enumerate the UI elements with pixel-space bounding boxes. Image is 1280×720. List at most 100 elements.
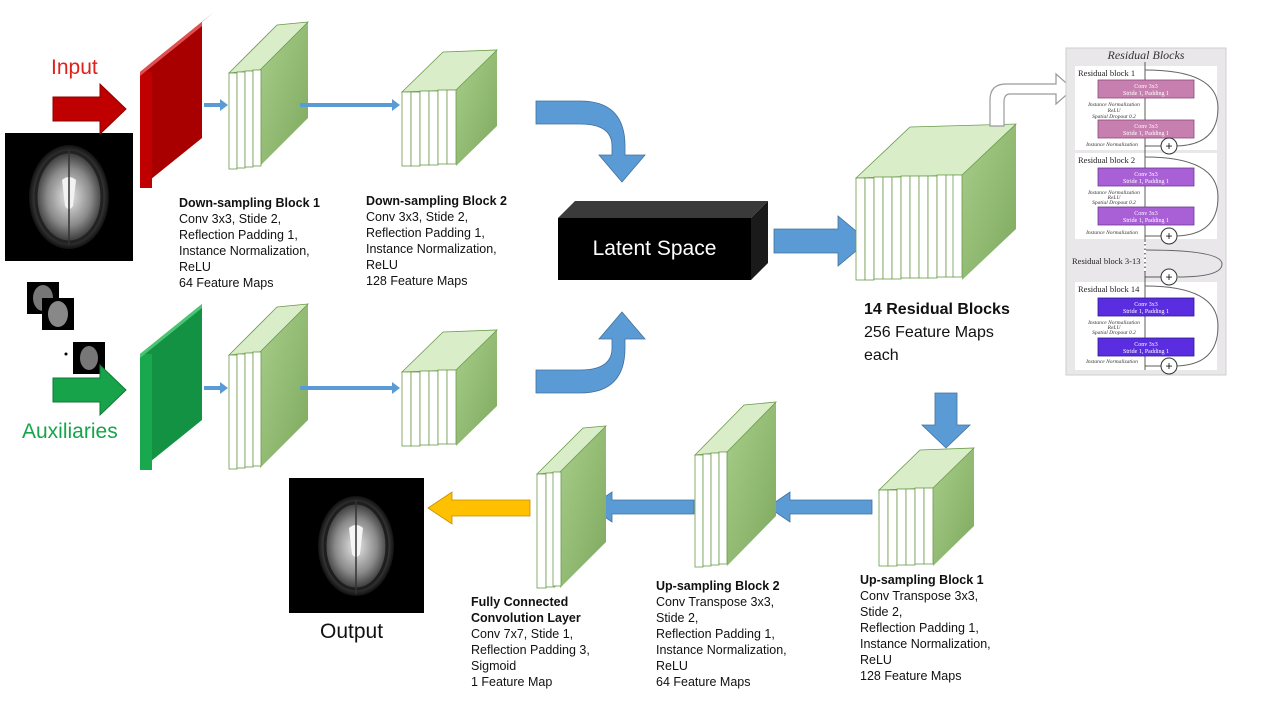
aux-arrow <box>52 363 127 417</box>
rb1-mid3: Spatial Dropout 0.2 <box>1092 114 1136 120</box>
curved-arrow-upper <box>535 100 646 183</box>
connector-arrows-lower <box>204 382 400 394</box>
rb2-mid1: Instance Normalization <box>1087 190 1140 196</box>
fc-line: Sigmoid <box>471 659 517 673</box>
down2-line: Reflection Padding 1, <box>366 226 485 240</box>
up1-to-up2-arrow <box>767 491 873 523</box>
down2-line: 128 Feature Maps <box>366 274 468 288</box>
residual-description: 14 Residual Blocks 256 Feature Maps each <box>864 298 1010 367</box>
aux-image-2 <box>42 298 74 330</box>
rb2-mid3: Spatial Dropout 0.2 <box>1092 200 1136 206</box>
up1-line: 128 Feature Maps <box>860 669 962 683</box>
up1-line: Instance Normalization, <box>860 637 991 651</box>
latent-space-box <box>558 201 768 280</box>
plus-14: + <box>1165 359 1172 373</box>
rb14-stride1: Stride 1, Padding 1 <box>1123 309 1169 315</box>
rb2-mid2: ReLU <box>1107 195 1122 201</box>
up2-line: Instance Normalization, <box>656 643 787 657</box>
rb14-conv2: Conv 3x3 <box>1134 342 1158 348</box>
up1-line: Stide 2, <box>860 605 903 619</box>
fc-maps <box>535 425 608 589</box>
input-slab <box>140 12 214 188</box>
down1-line: 64 Feature Maps <box>179 276 274 290</box>
plus-1: + <box>1165 139 1172 153</box>
rb14-mid3: Spatial Dropout 0.2 <box>1092 330 1136 336</box>
up2-line: Stide 2, <box>656 611 699 625</box>
auxiliaries-label: Auxiliaries <box>22 420 118 443</box>
input-label: Input <box>51 56 98 79</box>
down1-line: ReLU <box>179 260 211 274</box>
rb2-stride2: Stride 1, Padding 1 <box>1123 218 1169 224</box>
up2-title: Up-sampling Block 2 <box>656 579 780 593</box>
rb2-stride1: Stride 1, Padding 1 <box>1123 179 1169 185</box>
rb14-name: Residual block 14 <box>1078 284 1140 294</box>
fc-line: 1 Feature Map <box>471 675 553 689</box>
latent-space-label: Latent Space <box>592 237 717 260</box>
down2-line: Instance Normalization, <box>366 242 497 256</box>
zoom-arrow <box>989 72 1074 127</box>
down1-title: Down-sampling Block 1 <box>179 196 320 210</box>
up2-line: ReLU <box>656 659 688 673</box>
residual-to-up1-arrow <box>921 392 971 449</box>
down1-line: Conv 3x3, Stide 2, <box>179 212 282 226</box>
up1-maps <box>877 447 976 567</box>
down1-maps-lower <box>227 303 310 470</box>
inset-title: Residual Blocks <box>1107 48 1185 62</box>
rb14-mid2: ReLU <box>1107 325 1122 331</box>
rb2-conv2: Conv 3x3 <box>1134 211 1158 217</box>
up1-line: Reflection Padding 1, <box>860 621 979 635</box>
down2-maps-lower <box>400 329 499 447</box>
rb1-mid1: Instance Normalization <box>1087 102 1140 108</box>
rb14-end: Instance Normalization <box>1085 359 1138 365</box>
up2-line: Reflection Padding 1, <box>656 627 775 641</box>
rb14-conv1: Conv 3x3 <box>1134 302 1158 308</box>
residual-maps <box>854 123 1018 281</box>
residual-line: 256 Feature Maps <box>864 324 994 341</box>
down1-line: Instance Normalization, <box>179 244 310 258</box>
curved-arrow-lower <box>535 311 646 394</box>
residual-title: 14 Residual Blocks <box>864 301 1010 318</box>
fc-title: Fully Connected <box>471 595 569 609</box>
down1-line: Reflection Padding 1, <box>179 228 298 242</box>
rb2-end: Instance Normalization <box>1085 230 1138 236</box>
fc-description: Fully Connected Convolution Layer Conv 7… <box>471 594 590 690</box>
fc-line: Conv 7x7, Stide 1, <box>471 627 574 641</box>
up2-line: Conv Transpose 3x3, <box>656 595 775 609</box>
rb2-name: Residual block 2 <box>1078 155 1135 165</box>
down1-maps-upper <box>227 21 310 170</box>
input-mri-image <box>5 133 133 261</box>
up2-description: Up-sampling Block 2 Conv Transpose 3x3, … <box>656 578 787 690</box>
up1-description: Up-sampling Block 1 Conv Transpose 3x3, … <box>860 572 991 684</box>
up1-line: Conv Transpose 3x3, <box>860 589 979 603</box>
connector-arrows-upper <box>204 99 400 111</box>
rb-mid-name: Residual block 3-13 <box>1072 256 1140 266</box>
fc-title-2: Convolution Layer <box>471 611 581 625</box>
rb1-end: Instance Normalization <box>1085 142 1138 148</box>
fc-line: Reflection Padding 3, <box>471 643 590 657</box>
latent-to-residual-arrow <box>773 215 869 267</box>
plus-2: + <box>1165 229 1172 243</box>
rb1-stride2: Stride 1, Padding 1 <box>1123 131 1169 137</box>
rb1-stride1: Stride 1, Padding 1 <box>1123 91 1169 97</box>
down2-line: ReLU <box>366 258 398 272</box>
down2-maps-upper <box>400 49 499 167</box>
residual-inset: Residual Blocks Residual block 1 Conv 3x… <box>1065 47 1227 376</box>
up1-title: Up-sampling Block 1 <box>860 573 984 587</box>
rb2-conv1: Conv 3x3 <box>1134 172 1158 178</box>
down2-line: Conv 3x3, Stide 2, <box>366 210 469 224</box>
plus-mid: + <box>1165 270 1172 284</box>
rb1-mid2: ReLU <box>1107 108 1122 114</box>
down1-description: Down-sampling Block 1 Conv 3x3, Stide 2,… <box>179 195 320 291</box>
up2-maps <box>693 401 778 568</box>
rb14-stride2: Stride 1, Padding 1 <box>1123 349 1169 355</box>
rb1-name: Residual block 1 <box>1078 68 1135 78</box>
up2-line: 64 Feature Maps <box>656 675 751 689</box>
down2-description: Down-sampling Block 2 Conv 3x3, Stide 2,… <box>366 193 507 289</box>
aux-dot <box>64 352 68 356</box>
aux-slab <box>140 304 202 470</box>
residual-line: each <box>864 347 899 364</box>
input-arrow <box>52 82 127 136</box>
output-mri-image <box>289 478 424 613</box>
down2-title: Down-sampling Block 2 <box>366 194 507 208</box>
output-arrow <box>427 491 531 525</box>
